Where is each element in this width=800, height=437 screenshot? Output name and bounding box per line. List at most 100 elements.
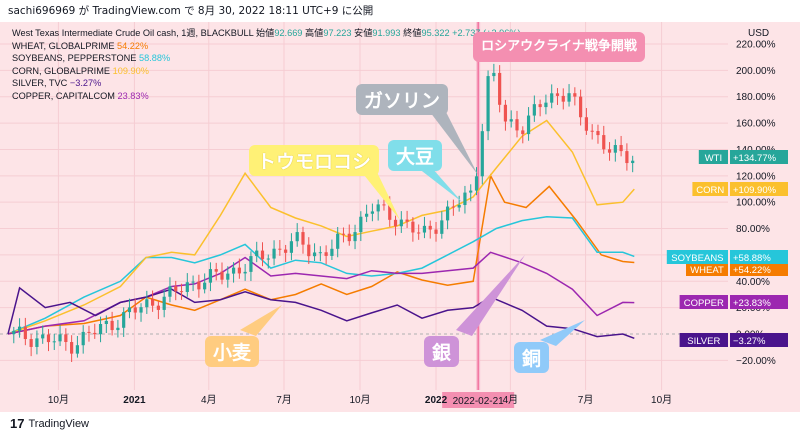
candle-body — [347, 233, 351, 242]
badge-name-text: SILVER — [687, 336, 720, 347]
candle-body — [104, 320, 108, 325]
candle-body — [284, 249, 288, 253]
candle-body — [139, 307, 143, 313]
candle-body — [87, 331, 91, 333]
candle-body — [260, 250, 265, 260]
candle-body — [602, 135, 606, 150]
candle-body — [58, 334, 62, 342]
candle-body — [301, 232, 305, 245]
candle-body — [573, 93, 577, 97]
candle-body — [249, 256, 253, 272]
candle-body — [237, 267, 241, 274]
callout-soybean: 大豆 — [388, 140, 443, 171]
ohlc-close-value: 95.322 — [421, 28, 450, 38]
brand[interactable]: 17 TradingView — [10, 416, 89, 431]
legend-row-soybeans: SOYBEANS, PEPPERSTONE 58.88% — [12, 52, 521, 65]
candle-body — [64, 334, 68, 343]
candle-body — [23, 326, 27, 340]
badge-value-text: +58.88% — [733, 253, 771, 264]
candle-body — [417, 232, 421, 234]
candle-body — [596, 131, 600, 136]
candle-body — [93, 332, 97, 335]
candle-body — [29, 339, 33, 347]
badge-name-soybeans — [666, 250, 728, 264]
ohlc-high-value: 97.223 — [323, 28, 352, 38]
candle-body — [584, 117, 589, 131]
candle-body — [197, 281, 201, 290]
candle-body — [440, 220, 444, 234]
candle-body — [607, 149, 612, 153]
callout-wheat: 小麦 — [205, 336, 260, 367]
candle-body — [393, 219, 398, 227]
candle-body — [12, 330, 16, 334]
candle-body — [544, 102, 548, 108]
y-tick-label: 80.00% — [736, 224, 770, 235]
series-line-corn — [7, 119, 635, 335]
candle-body — [116, 327, 120, 331]
candle-body — [162, 296, 166, 310]
publish-info: sachi696969 が TradingView.com で 8月 30, 2… — [8, 5, 374, 17]
y-tick-label: 100.00% — [736, 198, 776, 209]
candle-body — [434, 229, 438, 234]
candle-body — [266, 258, 270, 260]
badge-name-text: COPPER — [684, 298, 724, 309]
badge-name-text: WHEAT — [690, 265, 724, 276]
ohlc-open-label: 始値 — [255, 28, 275, 38]
y-tick-label: 160.00% — [736, 119, 776, 130]
event-date-label: 2022-02-21 — [453, 396, 505, 407]
candle-body — [370, 211, 374, 214]
x-axis: 10月 2021 4月 7月 10月 2022 4月 7月 10月 — [48, 394, 672, 406]
candle-body — [330, 248, 334, 256]
candle-body — [463, 192, 467, 206]
legend-value: 58.88% — [138, 53, 171, 64]
candle-body — [324, 252, 328, 256]
ohlc-close-label: 終値 — [403, 28, 422, 38]
candle-body — [376, 204, 380, 212]
series-badges: WHEAT +54.22% SOYBEANS +58.88% CORN +109.90% C… — [666, 150, 788, 347]
candle-body — [35, 338, 39, 347]
legend-row-silver: SILVER, TVC −3.27% — [12, 77, 521, 90]
candle-body — [185, 282, 189, 292]
candle-body — [336, 233, 340, 249]
badge-name-text: CORN — [696, 185, 724, 196]
candle-body — [156, 305, 160, 310]
candle-body — [579, 96, 583, 118]
legend-main-row: West Texas Intermediate Crude Oil cash, … — [12, 27, 521, 40]
event-date-box — [442, 392, 515, 408]
candle-body — [203, 282, 207, 290]
series-line-wheat — [7, 173, 635, 335]
x-tick-label: 10月 — [48, 394, 69, 406]
series-lines — [7, 119, 635, 340]
badge-value-text: +109.90% — [733, 185, 777, 196]
candle-body — [469, 190, 473, 193]
candle-body — [214, 269, 218, 272]
badge-name-text: SOYBEANS — [671, 253, 723, 264]
badge-value-copper — [730, 295, 788, 309]
badge-value-text: +54.22% — [733, 265, 771, 276]
candle-body — [179, 291, 184, 293]
footer — [0, 412, 800, 437]
candle-body — [307, 244, 311, 257]
legend-value: 54.22% — [117, 40, 149, 51]
candle-body — [17, 326, 22, 331]
candle-body — [521, 130, 525, 135]
badge-value-wheat — [730, 262, 788, 276]
x-tick-label: 7月 — [578, 394, 594, 406]
candle-body — [480, 131, 484, 177]
x-tick-label: 7月 — [276, 394, 292, 406]
x-tick-label: 2022 — [425, 395, 448, 406]
candle-body — [382, 204, 386, 206]
candle-body — [295, 232, 299, 242]
candle-body — [561, 95, 565, 102]
candle-body — [428, 225, 432, 230]
candle-body — [509, 119, 513, 122]
y-tick-label: 180.00% — [736, 92, 776, 103]
badge-value-text: −3.27% — [733, 336, 766, 347]
candle-body — [46, 334, 51, 343]
candle-body — [486, 76, 490, 132]
candle-body — [289, 241, 294, 253]
candle-body — [98, 324, 103, 335]
candle-body — [122, 312, 126, 328]
candle-body — [191, 281, 195, 283]
